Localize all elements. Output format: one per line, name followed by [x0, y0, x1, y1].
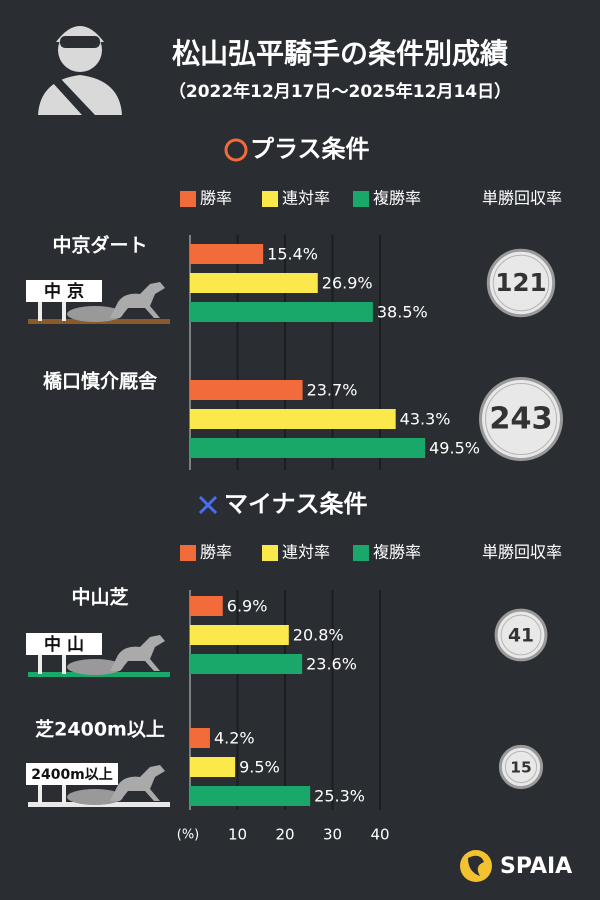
sign-text: 中 京 — [44, 281, 84, 302]
section-title: マイナス条件 — [224, 490, 368, 518]
bar — [190, 757, 236, 777]
legend-label: 複勝率 — [373, 189, 421, 208]
horse — [110, 635, 165, 671]
legend-swatch — [353, 191, 369, 207]
category-label: 中山芝 — [71, 586, 128, 609]
sign-text: 中 山 — [44, 634, 84, 655]
sign-post — [62, 297, 66, 321]
bar — [190, 786, 311, 806]
bar — [190, 596, 223, 616]
return-circle — [494, 608, 548, 662]
value-label: 4.2% — [214, 729, 255, 748]
subtitle: （2022年12月17日～2025年12月14日） — [169, 81, 511, 102]
legend-label: 連対率 — [282, 543, 330, 562]
horse — [110, 765, 165, 801]
bush — [67, 306, 123, 322]
bar — [190, 625, 289, 645]
bar — [190, 728, 210, 748]
legend-swatch — [262, 545, 278, 561]
return-label: 単勝回収率 — [482, 189, 562, 208]
return-value: 15 — [510, 759, 531, 777]
category-label: 芝2400m以上 — [35, 719, 165, 741]
value-label: 26.9% — [322, 274, 373, 293]
bar — [190, 438, 426, 458]
signs: 中 京中 山 2400m以上 — [26, 280, 170, 807]
bush — [67, 789, 123, 805]
plus-icon — [224, 138, 248, 162]
return-ring — [492, 254, 550, 312]
sign-board — [26, 633, 102, 655]
value-label: 6.9% — [227, 597, 268, 616]
return-ring — [500, 614, 542, 656]
x-tick-label: 10 — [228, 826, 247, 844]
title: 松山弘平騎手の条件別成績 — [172, 37, 508, 70]
legend-label: 勝率 — [200, 543, 232, 562]
return-circle — [478, 376, 564, 462]
jockey-icon — [38, 26, 122, 115]
sign-post — [38, 650, 42, 674]
logo: SPAIA — [500, 854, 572, 879]
legend-swatch — [180, 191, 196, 207]
legend-label: 複勝率 — [373, 543, 421, 562]
bar — [190, 654, 303, 674]
sign-board — [26, 763, 118, 785]
legend-swatch — [353, 545, 369, 561]
category-label: 橋口慎介厩舎 — [43, 370, 158, 393]
minus-icon — [198, 495, 218, 515]
bar — [190, 302, 373, 322]
sign-post — [38, 297, 42, 321]
return-value: 243 — [489, 402, 552, 437]
legend-label: 連対率 — [282, 189, 330, 208]
bar — [190, 409, 396, 429]
category-label: 中京ダート — [52, 234, 147, 257]
value-label: 38.5% — [377, 303, 428, 322]
x-axis-label: (%) — [177, 828, 200, 843]
value-label: 23.7% — [307, 381, 358, 400]
bush — [67, 659, 123, 675]
value-label: 43.3% — [400, 410, 451, 429]
value-label: 15.4% — [267, 245, 318, 264]
bar — [190, 273, 318, 293]
bar — [190, 244, 264, 264]
x-tick-label: 30 — [323, 826, 342, 844]
return-value: 121 — [495, 268, 546, 297]
section-title: プラス条件 — [250, 135, 370, 163]
logo-mark — [468, 855, 484, 876]
sign-post — [38, 780, 42, 804]
value-label: 20.8% — [293, 626, 344, 645]
return-ring — [484, 382, 558, 456]
return-ring — [504, 750, 538, 784]
sign-board — [26, 280, 102, 302]
sign-text: 2400m以上 — [31, 767, 113, 783]
legend-swatch — [262, 191, 278, 207]
return-circle — [486, 248, 556, 318]
value-label: 9.5% — [239, 758, 280, 777]
value-label: 25.3% — [314, 787, 365, 806]
bar — [190, 380, 303, 400]
return-value: 41 — [508, 626, 534, 647]
return-circle — [498, 744, 544, 790]
return-label: 単勝回収率 — [482, 543, 562, 562]
legend-swatch — [180, 545, 196, 561]
legend-label: 勝率 — [200, 189, 232, 208]
sign-post — [62, 780, 66, 804]
sign-post — [62, 650, 66, 674]
x-tick-label: 20 — [275, 826, 294, 844]
value-label: 49.5% — [429, 439, 480, 458]
x-tick-label: 40 — [370, 826, 389, 844]
value-label: 23.6% — [306, 655, 357, 674]
horse — [110, 282, 165, 318]
